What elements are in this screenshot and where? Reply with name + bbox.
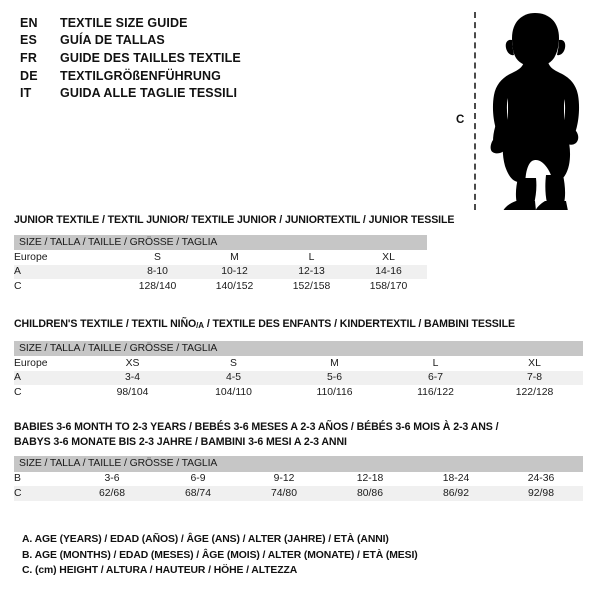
language-row-fr: FR GUIDE DES TAILLES TEXTILE xyxy=(20,49,440,67)
band-header-label: SIZE / TALLA / TAILLE / GRÖSSE / TAGLIA xyxy=(14,456,583,472)
language-label: GUIDE DES TAILLES TEXTILE xyxy=(60,50,241,65)
legend-list: A. AGE (YEARS) / EDAD (AÑOS) / ÂGE (ANS)… xyxy=(22,532,418,579)
language-code: DE xyxy=(20,68,38,83)
legend-item-a: A. AGE (YEARS) / EDAD (AÑOS) / ÂGE (ANS)… xyxy=(22,534,389,545)
section-title-babies-line1: BABIES 3-6 MONTH TO 2-3 YEARS / BEBÉS 3-… xyxy=(14,421,499,433)
cell-value: S xyxy=(119,250,196,265)
language-row-de: DE TEXTILGRÖßENFÜHRUNG xyxy=(20,67,440,85)
height-marker-label: C xyxy=(456,114,465,126)
table-children: SIZE / TALLA / TAILLE / GRÖSSE / TAGLIA … xyxy=(14,340,584,400)
table-junior: SIZE / TALLA / TAILLE / GRÖSSE / TAGLIA … xyxy=(14,234,428,294)
language-code: EN xyxy=(20,15,38,30)
cell-value: 3-4 xyxy=(82,370,183,385)
cell-value: 68/74 xyxy=(155,486,241,501)
table-babies: SIZE / TALLA / TAILLE / GRÖSSE / TAGLIA … xyxy=(14,456,583,501)
cell-value: 9-12 xyxy=(241,471,327,486)
cell-value: 74/80 xyxy=(241,486,327,501)
row-label: B xyxy=(14,471,69,486)
table-row: C 98/104 104/110 110/116 116/122 122/128 xyxy=(14,385,584,400)
cell-value: L xyxy=(273,250,350,265)
table-band-header-row: SIZE / TALLA / TAILLE / GRÖSSE / TAGLIA xyxy=(14,456,583,472)
section-babies-textile: BABIES 3-6 MONTH TO 2-3 YEARS / BEBÉS 3-… xyxy=(14,420,583,501)
row-label: C xyxy=(14,279,119,294)
cell-value: M xyxy=(196,250,273,265)
cell-value: 10-12 xyxy=(196,264,273,279)
cell-value: 104/110 xyxy=(183,385,284,400)
table-row: C 62/68 68/74 74/80 80/86 86/92 92/98 xyxy=(14,486,583,501)
language-code: IT xyxy=(20,86,32,101)
height-dashed-line xyxy=(474,12,476,210)
height-illustration: C xyxy=(450,8,595,213)
cell-value: 80/86 xyxy=(327,486,413,501)
cell-value: 128/140 xyxy=(119,279,196,294)
row-label: A xyxy=(14,264,119,279)
cell-value: 152/158 xyxy=(273,279,350,294)
row-label: Europe xyxy=(14,250,119,265)
cell-value: 3-6 xyxy=(69,471,155,486)
language-title-list: EN TEXTILE SIZE GUIDE ES GUÍA DE TALLAS … xyxy=(20,14,440,102)
language-row-it: IT GUIDA ALLE TAGLIE TESSILI xyxy=(20,84,440,102)
section-title-children-sub: /A xyxy=(196,321,204,330)
language-code: ES xyxy=(20,33,38,48)
toddler-silhouette-icon xyxy=(490,13,580,210)
cell-value: XL xyxy=(350,250,428,265)
cell-value: 18-24 xyxy=(413,471,499,486)
cell-value: 12-18 xyxy=(327,471,413,486)
cell-value: 140/152 xyxy=(196,279,273,294)
table-band-header-row: SIZE / TALLA / TAILLE / GRÖSSE / TAGLIA xyxy=(14,234,428,250)
cell-value: S xyxy=(183,356,284,371)
cell-value: 24-36 xyxy=(499,471,583,486)
language-label: TEXTILE SIZE GUIDE xyxy=(60,15,188,30)
section-title-babies-line2: BABYS 3-6 MONATE BIS 2-3 JAHRE / BAMBINI… xyxy=(14,435,347,448)
table-row: Europe XS S M L XL xyxy=(14,356,584,371)
cell-value: 6-9 xyxy=(155,471,241,486)
section-childrens-textile: CHILDREN'S TEXTILE / TEXTIL NIÑO/A / TEX… xyxy=(14,317,584,400)
cell-value: 7-8 xyxy=(486,370,584,385)
legend-item-c: C. (cm) HEIGHT / ALTURA / HAUTEUR / HÖHE… xyxy=(22,565,298,576)
section-title-children-pre: CHILDREN'S TEXTILE / TEXTIL NIÑO xyxy=(14,318,197,330)
table-row: C 128/140 140/152 152/158 158/170 xyxy=(14,279,428,294)
cell-value: 12-13 xyxy=(273,264,350,279)
language-row-es: ES GUÍA DE TALLAS xyxy=(20,32,440,50)
legend-item-b: B. AGE (MONTHS) / EDAD (MESES) / ÂGE (MO… xyxy=(22,549,418,561)
cell-value: 98/104 xyxy=(82,385,183,400)
cell-value: XS xyxy=(82,356,183,371)
cell-value: 122/128 xyxy=(486,385,584,400)
table-band-header-row: SIZE / TALLA / TAILLE / GRÖSSE / TAGLIA xyxy=(14,340,584,356)
cell-value: L xyxy=(385,356,486,371)
cell-value: 5-6 xyxy=(284,370,385,385)
cell-value: 86/92 xyxy=(413,486,499,501)
table-row: A 3-4 4-5 5-6 6-7 7-8 xyxy=(14,370,584,385)
band-header-label: SIZE / TALLA / TAILLE / GRÖSSE / TAGLIA xyxy=(14,234,428,250)
language-label: GUIDA ALLE TAGLIE TESSILI xyxy=(60,86,238,101)
section-junior-textile: JUNIOR TEXTILE / TEXTIL JUNIOR/ TEXTILE … xyxy=(14,213,455,294)
cell-value: M xyxy=(284,356,385,371)
row-label: C xyxy=(14,385,82,400)
cell-value: 14-16 xyxy=(350,264,428,279)
cell-value: 6-7 xyxy=(385,370,486,385)
section-title-children: CHILDREN'S TEXTILE / TEXTIL NIÑO/A / TEX… xyxy=(14,317,583,334)
cell-value: XL xyxy=(486,356,584,371)
band-header-label: SIZE / TALLA / TAILLE / GRÖSSE / TAGLIA xyxy=(14,340,584,356)
cell-value: 8-10 xyxy=(119,264,196,279)
row-label: Europe xyxy=(14,356,82,371)
cell-value: 4-5 xyxy=(183,370,284,385)
table-row: A 8-10 10-12 12-13 14-16 xyxy=(14,264,428,279)
language-code: FR xyxy=(20,50,38,65)
section-title-junior: JUNIOR TEXTILE / TEXTIL JUNIOR/ TEXTILE … xyxy=(14,214,455,226)
cell-value: 116/122 xyxy=(385,385,486,400)
row-label: C xyxy=(14,486,69,501)
language-label: TEXTILGRÖßENFÜHRUNG xyxy=(60,68,221,83)
cell-value: 158/170 xyxy=(350,279,428,294)
table-row: B 3-6 6-9 9-12 12-18 18-24 24-36 xyxy=(14,471,583,486)
language-label: GUÍA DE TALLAS xyxy=(60,33,165,48)
table-row: Europe S M L XL xyxy=(14,250,428,265)
cell-value: 110/116 xyxy=(284,385,385,400)
cell-value: 62/68 xyxy=(69,486,155,501)
cell-value: 92/98 xyxy=(499,486,583,501)
language-row-en: EN TEXTILE SIZE GUIDE xyxy=(20,14,440,32)
section-title-children-post: / TEXTILE DES ENFANTS / KINDERTEXTIL / B… xyxy=(203,318,515,330)
row-label: A xyxy=(14,370,82,385)
